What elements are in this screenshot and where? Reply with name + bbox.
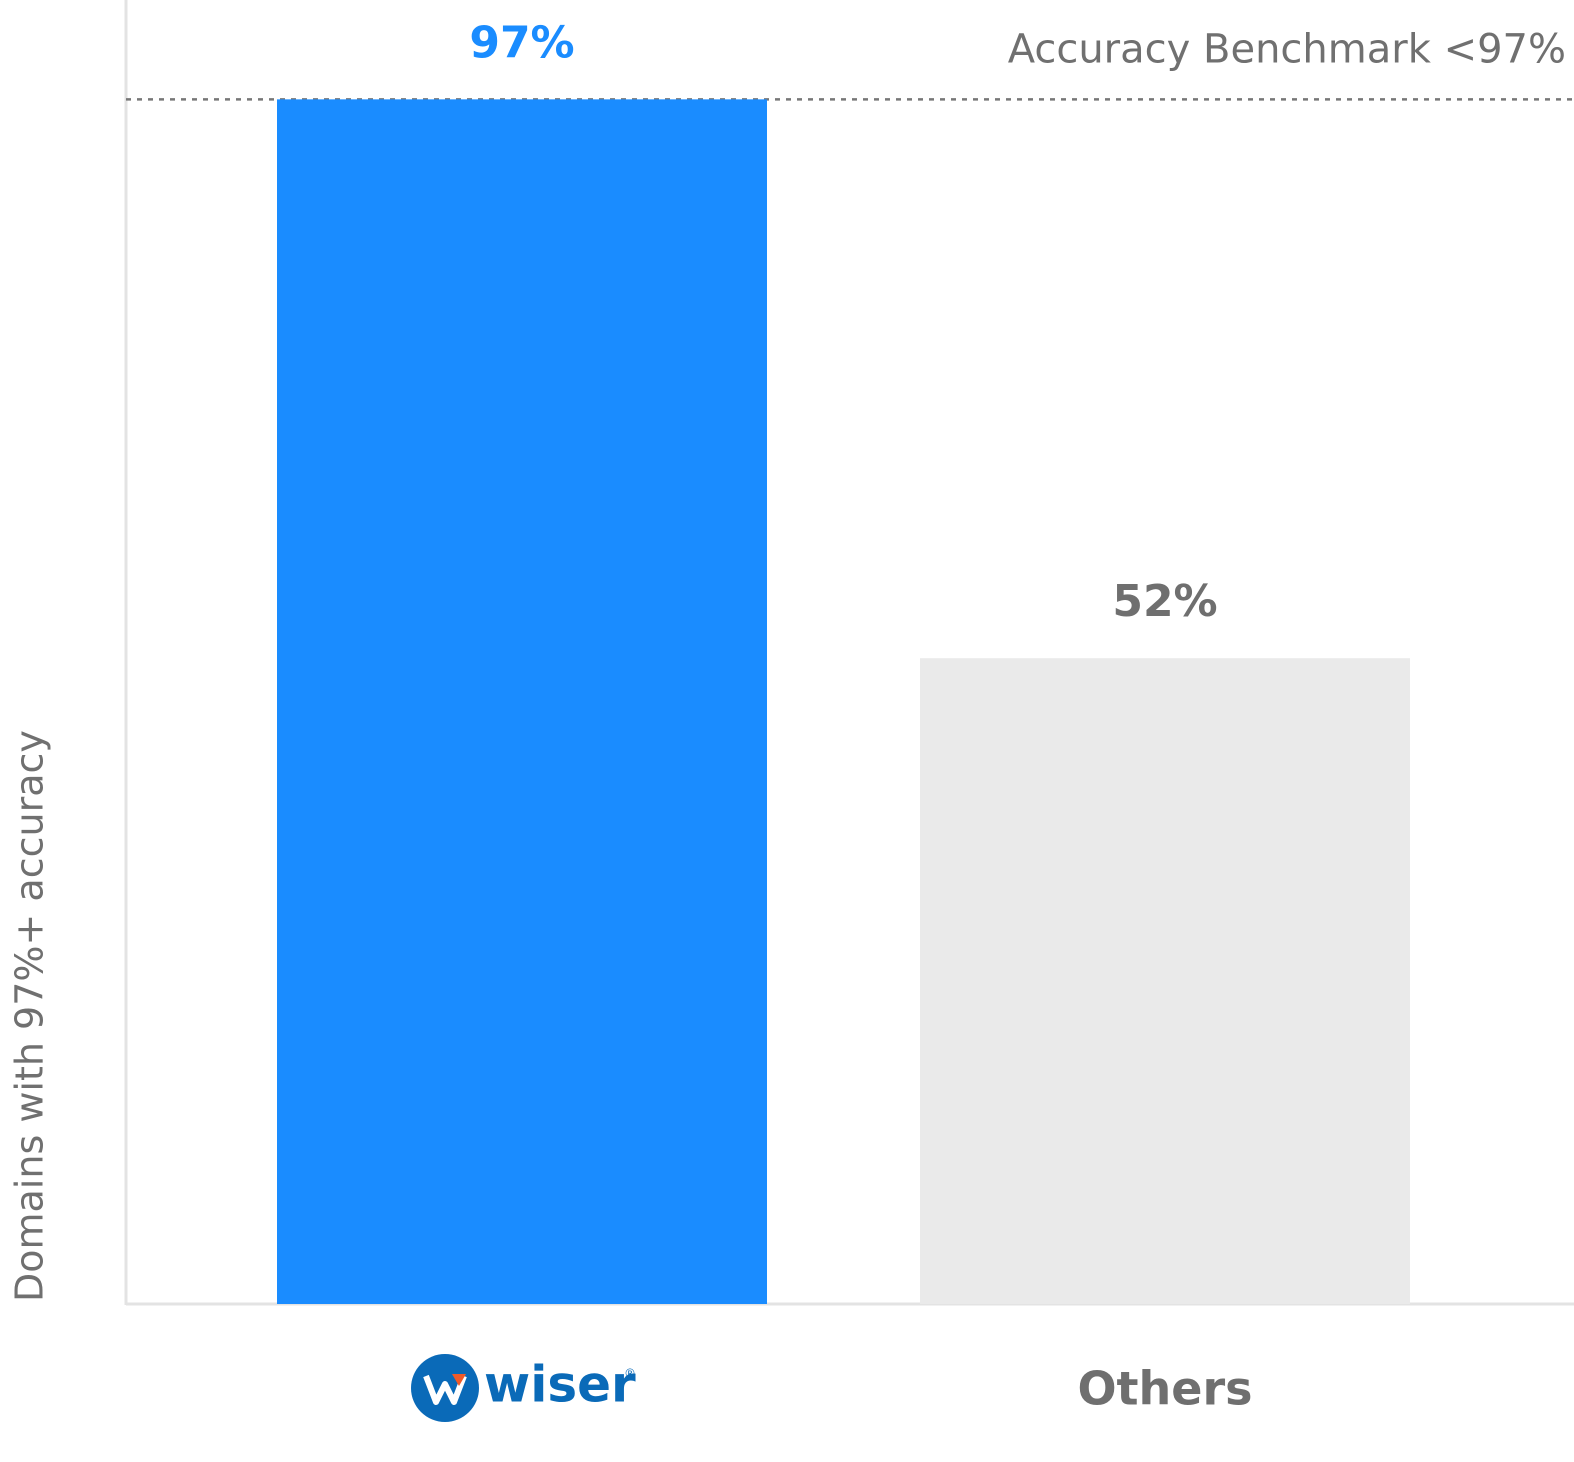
x-tick-label: Others <box>1077 1362 1252 1416</box>
value-label: 97% <box>469 17 574 68</box>
registered-mark: ® <box>624 1367 636 1381</box>
bar <box>277 99 767 1304</box>
value-label: 52% <box>1112 576 1217 627</box>
wiser-logo <box>411 1354 479 1422</box>
logo-accent <box>452 1374 466 1386</box>
bar <box>920 658 1410 1304</box>
x-tick-label: wiser <box>484 1356 636 1414</box>
benchmark-label: Accuracy Benchmark <97% <box>1008 26 1566 72</box>
y-axis-label: Domains with 97%+ accuracy <box>8 730 52 1302</box>
logo-w <box>423 1374 467 1405</box>
